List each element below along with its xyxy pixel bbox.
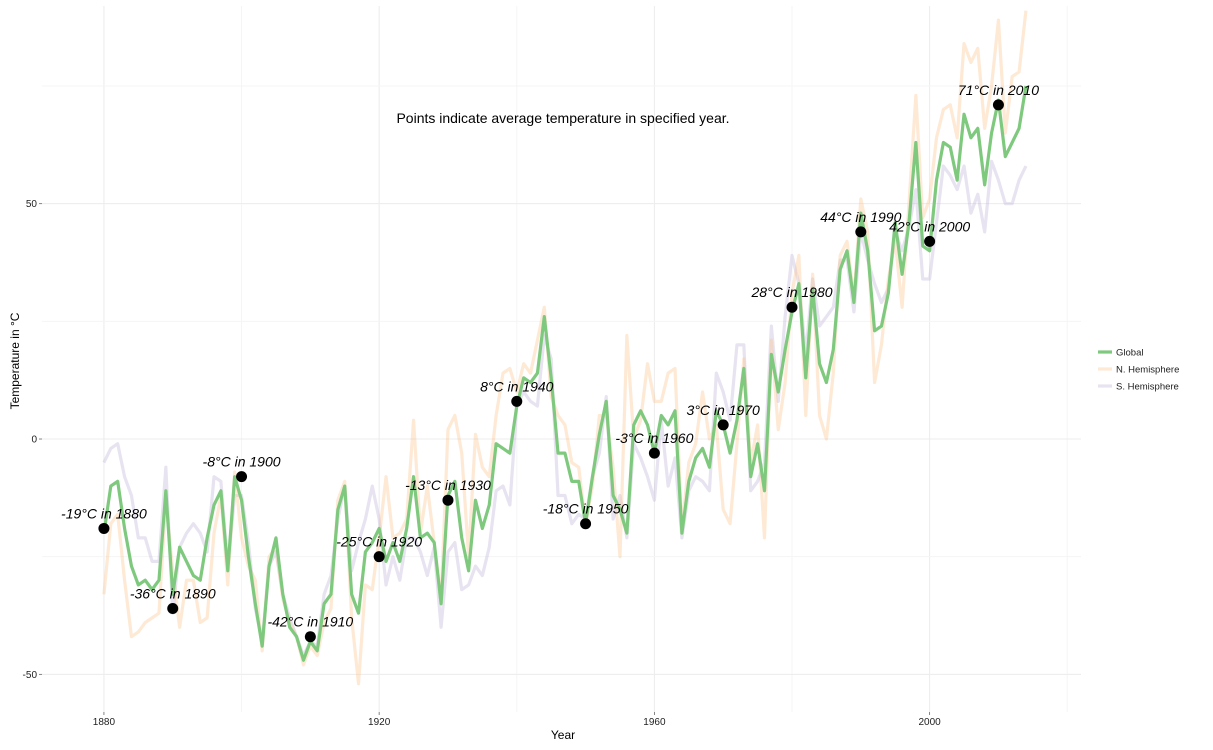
point-1920	[373, 551, 385, 563]
x-tick-label: 1960	[643, 717, 666, 728]
point-label-1960: -3°C in 1960	[615, 430, 693, 446]
legend: Global N. Hemisphere S. Hemisphere	[1098, 348, 1179, 393]
point-1980	[786, 301, 798, 313]
point-1990	[855, 226, 867, 238]
y-axis-ticks: -50 0 50	[23, 199, 42, 681]
point-label-1990: 44°C in 1990	[820, 209, 901, 225]
point-1910	[304, 631, 316, 643]
point-label-1900: -8°C in 1900	[203, 454, 281, 470]
point-label-1970: 3°C in 1970	[687, 402, 761, 418]
point-2010	[992, 99, 1004, 111]
series-line-global	[102, 85, 1028, 662]
point-label-1880: -19°C in 1880	[61, 505, 147, 521]
point-label-1890: -36°C in 1890	[130, 585, 216, 601]
y-tick-label: 50	[26, 199, 38, 210]
point-label-1950: -18°C in 1950	[543, 501, 629, 517]
point-label-2000: 42°C in 2000	[889, 218, 970, 234]
series-line-s-hemisphere	[102, 159, 1028, 658]
point-1890	[167, 602, 179, 614]
series-line-n-hemisphere	[102, 10, 1028, 686]
point-label-1920: -25°C in 1920	[336, 534, 422, 550]
x-tick-label: 2000	[918, 717, 941, 728]
legend-label-s-hemisphere: S. Hemisphere	[1116, 382, 1179, 393]
point-1970	[717, 419, 729, 431]
point-1960	[648, 447, 660, 459]
point-1950	[580, 518, 592, 530]
x-axis-ticks: 1880 1920 1960 2000	[93, 712, 941, 728]
x-tick-label: 1880	[93, 717, 116, 728]
point-2000	[924, 235, 936, 247]
point-1930	[442, 494, 454, 506]
point-label-1940: 8°C in 1940	[480, 378, 554, 394]
chart-note: Points indicate average temperature in s…	[396, 110, 729, 126]
point-labels: -19°C in 1880 -36°C in 1890 -8°C in 1900 -4…	[61, 82, 1039, 630]
y-tick-label: -50	[23, 670, 38, 681]
point-label-1930: -13°C in 1930	[405, 477, 491, 493]
y-tick-label: 0	[31, 435, 37, 446]
point-label-2010: 71°C in 2010	[958, 82, 1039, 98]
x-tick-label: 1920	[368, 717, 391, 728]
annotated-points	[98, 99, 1004, 643]
point-1880	[98, 522, 110, 534]
series-lines	[102, 10, 1028, 686]
grid	[42, 6, 1081, 712]
point-1900	[236, 471, 248, 483]
y-axis-title: Temperature in °C	[8, 312, 22, 409]
point-1940	[511, 395, 523, 407]
point-label-1910: -42°C in 1910	[267, 614, 353, 630]
x-axis-title: Year	[551, 728, 575, 742]
legend-label-n-hemisphere: N. Hemisphere	[1116, 365, 1179, 376]
point-label-1980: 28°C in 1980	[750, 284, 832, 300]
legend-label-global: Global	[1116, 348, 1143, 359]
